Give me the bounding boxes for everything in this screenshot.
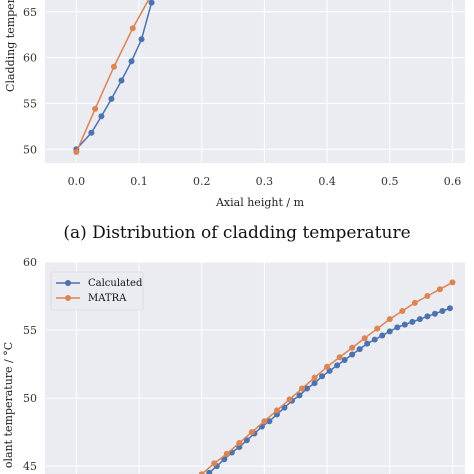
legend-marker-calculated: [65, 280, 71, 286]
x-tick-label-a: 0.1: [130, 175, 148, 188]
y-tick-label-a: 60: [23, 52, 37, 65]
data-point-matra: [198, 471, 205, 474]
data-point-calculated: [424, 313, 431, 320]
data-point-calculated: [371, 336, 378, 343]
cladding-temperature-chart: 0.0 0.1 0.2 0.3 0.4 0.5 0.6 50 55 60 65 Axial heig…: [4, 0, 465, 209]
data-point-calculated: [311, 380, 318, 387]
data-point-calculated: [341, 356, 348, 363]
data-point-matra: [399, 307, 406, 314]
y-tick-label-a: 65: [23, 6, 37, 19]
data-point-calculated: [446, 305, 453, 312]
y-axis-label-b: olant temperature / °C: [2, 342, 15, 468]
data-point-calculated: [304, 385, 311, 392]
data-point-matra: [374, 325, 381, 332]
data-point-calculated: [401, 321, 408, 328]
data-point-calculated: [296, 392, 303, 399]
data-point-calculated: [431, 310, 438, 317]
data-point-calculated: [118, 77, 125, 84]
x-tick-label-a: 0.4: [318, 175, 336, 188]
data-point-calculated: [243, 437, 250, 444]
data-point-matra: [110, 63, 117, 70]
ticks-b: 45 50 55 60: [23, 256, 37, 473]
data-point-matra: [411, 299, 418, 306]
y-axis-label-a: Cladding temper: [4, 0, 17, 92]
data-point-matra: [73, 149, 80, 155]
x-tick-label-a: 0.3: [256, 175, 274, 188]
y-tick-label-b: 55: [23, 324, 37, 337]
data-point-matra: [361, 335, 368, 342]
data-point-calculated: [128, 58, 135, 65]
data-point-calculated: [364, 340, 371, 347]
data-point-matra: [211, 460, 218, 467]
legend-marker-matra: [65, 295, 71, 301]
y-tick-label-b: 60: [23, 256, 37, 269]
x-tick-label-a: 0.5: [381, 175, 399, 188]
data-point-matra: [223, 450, 230, 457]
data-point-calculated: [148, 0, 155, 6]
series-b: [198, 279, 456, 474]
y-tick-label-b: 50: [23, 392, 37, 405]
y-tick-label-a: 50: [23, 143, 37, 156]
data-point-matra: [336, 354, 343, 361]
data-point-matra: [261, 418, 268, 425]
series-a: [73, 0, 454, 155]
data-point-matra: [129, 25, 136, 32]
legend-label-matra: MATRA: [88, 293, 127, 304]
x-axis-label-a: Axial height / m: [215, 196, 305, 209]
series-line-calculated: [75, 2, 153, 150]
x-tick-label-a: 0.2: [193, 175, 211, 188]
data-point-calculated: [138, 36, 145, 43]
caption-a: (a) Distribution of cladding temperature: [63, 223, 410, 243]
data-point-matra: [273, 407, 280, 414]
data-point-calculated: [266, 418, 273, 425]
data-point-matra: [286, 396, 293, 403]
x-tick-label-a: 0.0: [68, 175, 86, 188]
legend-label-calculated: Calculated: [88, 278, 143, 289]
legend-box: [50, 271, 144, 311]
y-tick-label-b: 45: [23, 460, 37, 473]
data-point-matra: [236, 439, 243, 446]
series-line-calculated: [206, 307, 451, 474]
data-point-matra: [299, 385, 306, 392]
ticks-a: 0.0 0.1 0.2 0.3 0.4 0.5 0.6 50 55 60 65: [23, 6, 461, 188]
y-tick-label-a: 55: [23, 97, 37, 110]
data-point-matra: [248, 429, 255, 436]
data-point-matra: [311, 374, 318, 381]
data-point-calculated: [379, 332, 386, 339]
x-tick-label-a: 0.6: [444, 175, 462, 188]
data-point-calculated: [349, 351, 356, 358]
data-point-calculated: [281, 404, 288, 411]
grid-a: [45, 0, 465, 163]
data-point-calculated: [206, 469, 213, 474]
data-point-matra: [449, 279, 456, 286]
data-point-calculated: [416, 316, 423, 323]
coolant-temperature-chart: 45 50 55 60 olant temperature / °C Calculat…: [2, 256, 465, 474]
data-point-matra: [386, 316, 393, 323]
data-point-calculated: [409, 318, 416, 325]
data-point-calculated: [98, 113, 105, 120]
data-point-calculated: [334, 362, 341, 369]
data-point-matra: [324, 363, 331, 370]
data-point-calculated: [88, 129, 95, 136]
data-point-calculated: [394, 324, 401, 331]
data-point-calculated: [319, 373, 326, 380]
data-point-matra: [424, 293, 431, 300]
data-point-calculated: [439, 307, 446, 314]
plot-area-a: [45, 0, 465, 163]
legend: Calculated MATRA: [50, 271, 144, 311]
data-point-matra: [349, 344, 356, 351]
data-point-matra: [436, 286, 443, 293]
data-point-calculated: [108, 95, 115, 102]
data-point-calculated: [386, 328, 393, 335]
data-point-matra: [92, 105, 99, 112]
data-point-calculated: [356, 346, 363, 353]
